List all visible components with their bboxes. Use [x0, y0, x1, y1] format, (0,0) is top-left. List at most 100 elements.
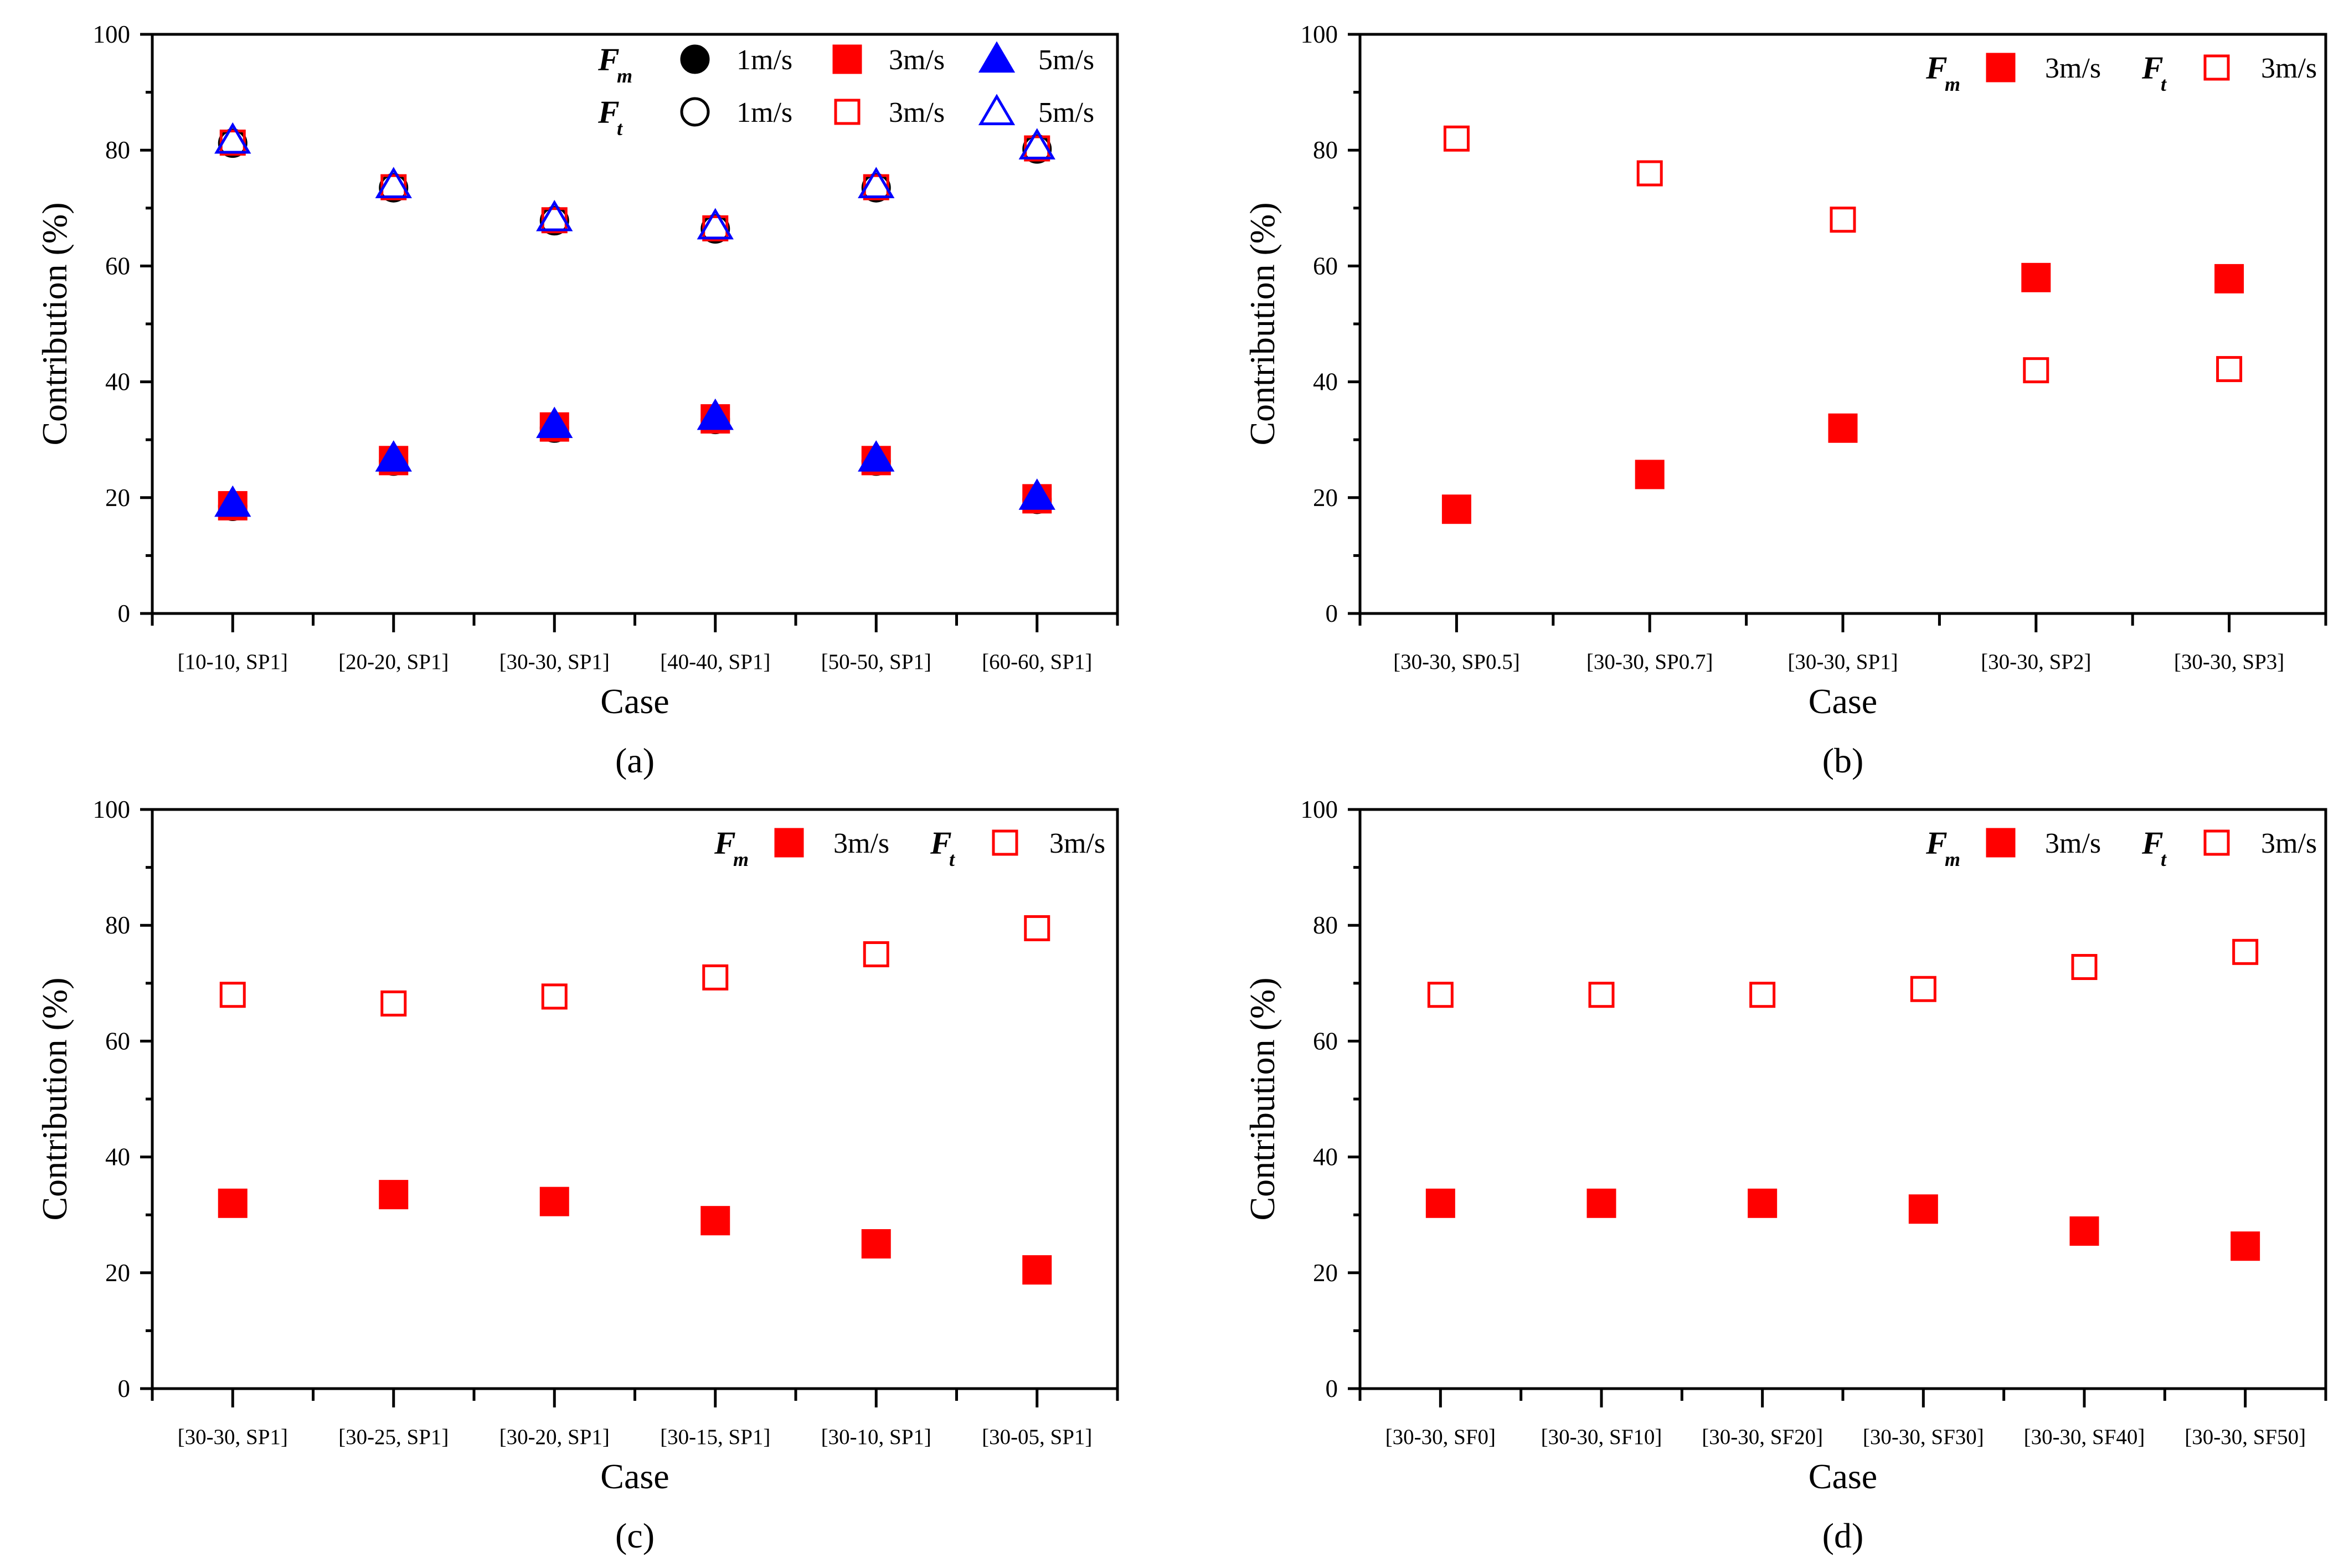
data-point-s1-2 — [379, 1180, 409, 1210]
x-axis-title: Case — [600, 682, 669, 721]
legend-subscript: m — [733, 848, 749, 870]
y-tick-label: 20 — [105, 1259, 130, 1287]
legend-marker — [834, 99, 861, 125]
legend-marker — [1986, 53, 2016, 82]
x-category-label: [30-30, SF10] — [1541, 1425, 1662, 1449]
y-tick-label: 40 — [1313, 368, 1338, 396]
x-category-label: [30-30, SF50] — [2185, 1425, 2306, 1449]
y-tick-label: 0 — [118, 1375, 131, 1402]
legend-symbol: F — [1925, 50, 1948, 86]
x-category-label: [30-30, SF20] — [1702, 1425, 1823, 1449]
data-point-s6-4 — [697, 208, 734, 240]
data-point-s6-2 — [375, 167, 412, 199]
x-category-label: [30-30, SP3] — [2174, 650, 2284, 674]
data-point-s1-2 — [1586, 1188, 1616, 1218]
plot-frame — [151, 808, 1119, 1390]
x-category-label: [30-25, SP1] — [338, 1425, 449, 1449]
x-category-label: [30-20, SP1] — [499, 1425, 610, 1449]
y-tick-label: 60 — [1313, 1027, 1338, 1055]
plot-frame — [1358, 808, 2327, 1390]
y-tick-label: 20 — [1313, 484, 1338, 512]
data-point-s1-5 — [2214, 264, 2244, 293]
data-point-s2-1 — [219, 982, 246, 1008]
data-point-s2-6 — [2232, 938, 2259, 965]
panel-label: (c) — [615, 1516, 655, 1555]
data-point-s1-1 — [218, 1188, 248, 1218]
legend-symbol: F — [2141, 825, 2163, 861]
legend-subscript: t — [617, 117, 623, 140]
x-category-label: [30-30, SP2] — [1981, 650, 2091, 674]
legend-subscript: m — [1945, 848, 1960, 870]
y-tick-label: 100 — [93, 20, 131, 48]
data-point-s1-3 — [539, 1187, 569, 1216]
data-point-s2-2 — [380, 990, 407, 1017]
data-point-s1-3 — [1828, 413, 1858, 443]
legend-label: 3m/s — [2261, 53, 2317, 84]
x-category-label: [60-60, SP1] — [982, 650, 1092, 674]
x-axis-title: Case — [600, 1457, 669, 1496]
legend-marker — [680, 97, 710, 127]
legend-marker — [1986, 828, 2016, 858]
y-tick-label: 80 — [1313, 911, 1338, 939]
legend-marker — [832, 44, 862, 74]
panel-label: (b) — [1822, 741, 1864, 780]
data-point-s1-6 — [2230, 1231, 2260, 1261]
x-category-label: [10-10, SP1] — [178, 650, 288, 674]
data-point-s3-1 — [214, 485, 251, 517]
legend-marker — [978, 41, 1016, 73]
legend-subscript: t — [2161, 848, 2167, 870]
x-category-label: [30-30, SF30] — [1863, 1425, 1984, 1449]
legend: Fm 1m/s 3m/s 5m/s Ft 1m/s 3m/s 5m/s — [597, 41, 1094, 140]
legend-subscript: t — [949, 848, 955, 870]
x-axis-title: Case — [1809, 1457, 1877, 1496]
legend-label: 1m/s — [736, 44, 792, 76]
data-point-s6-6 — [1018, 128, 1055, 159]
data-point-s1-2 — [1635, 460, 1665, 489]
y-tick-label: 0 — [118, 600, 131, 627]
chart-panel-1: 0 20 40 60 80 100 [10-10, SP1] [20-20, SP1] [30-… — [35, 20, 1119, 780]
data-point-s2-3 — [1749, 982, 1776, 1008]
y-tick-label: 80 — [105, 136, 130, 164]
chart-panel-2: 0 20 40 60 80 100 [30-30, SP0.5] [30-30, SP0.7]… — [1243, 20, 2327, 780]
data-point-s2-4 — [1910, 976, 1936, 1002]
y-axis-title: Contribution (%) — [1243, 202, 1282, 445]
data-point-s2-3 — [1830, 207, 1856, 233]
data-point-s3-5 — [858, 440, 895, 472]
y-axis-title: Contribution (%) — [1243, 977, 1282, 1220]
y-axis-title: Contribution (%) — [35, 977, 74, 1220]
x-axis-title: Case — [1809, 682, 1877, 721]
data-point-s1-6 — [1022, 1255, 1052, 1285]
legend-marker — [978, 94, 1016, 126]
data-point-s3-6 — [1018, 478, 1055, 510]
data-point-s1-5 — [2069, 1216, 2099, 1246]
data-point-s1-4 — [2021, 262, 2051, 292]
x-category-label: [30-30, SF0] — [1385, 1425, 1496, 1449]
legend-label: 3m/s — [889, 44, 945, 76]
y-tick-label: 100 — [1301, 20, 1338, 48]
y-tick-label: 0 — [1326, 600, 1338, 627]
legend-marker — [680, 44, 710, 74]
legend-symbol: F — [2141, 50, 2163, 86]
data-point-s6-3 — [536, 200, 573, 231]
plot-frame — [151, 33, 1119, 615]
data-point-s1-4 — [1908, 1194, 1938, 1224]
plot-frame — [1358, 33, 2327, 615]
data-point-s3-4 — [697, 398, 734, 430]
x-category-label: [30-05, SP1] — [982, 1425, 1092, 1449]
y-tick-label: 40 — [105, 368, 130, 396]
panel-label: (a) — [615, 741, 655, 780]
y-tick-label: 20 — [105, 484, 130, 512]
x-category-label: [30-30, SP0.5] — [1393, 650, 1520, 674]
legend: Fm 3m/s Ft 3m/s — [1925, 50, 2317, 95]
legend-marker — [774, 828, 804, 858]
chart-panel-4: 0 20 40 60 80 100 [30-30, SF0] [30-30, SF10] [30… — [1243, 796, 2327, 1555]
chart-panel-3: 0 20 40 60 80 100 [30-30, SP1] [30-25, SP1] [30-… — [35, 796, 1119, 1555]
legend-subscript: m — [1945, 73, 1960, 95]
x-category-label: [30-30, SP0.7] — [1586, 650, 1713, 674]
y-tick-label: 100 — [93, 796, 131, 823]
legend-label: 5m/s — [1038, 97, 1094, 128]
legend-symbol: F — [597, 42, 620, 78]
data-point-s2-2 — [1636, 160, 1663, 187]
legend-subscript: m — [617, 65, 632, 87]
